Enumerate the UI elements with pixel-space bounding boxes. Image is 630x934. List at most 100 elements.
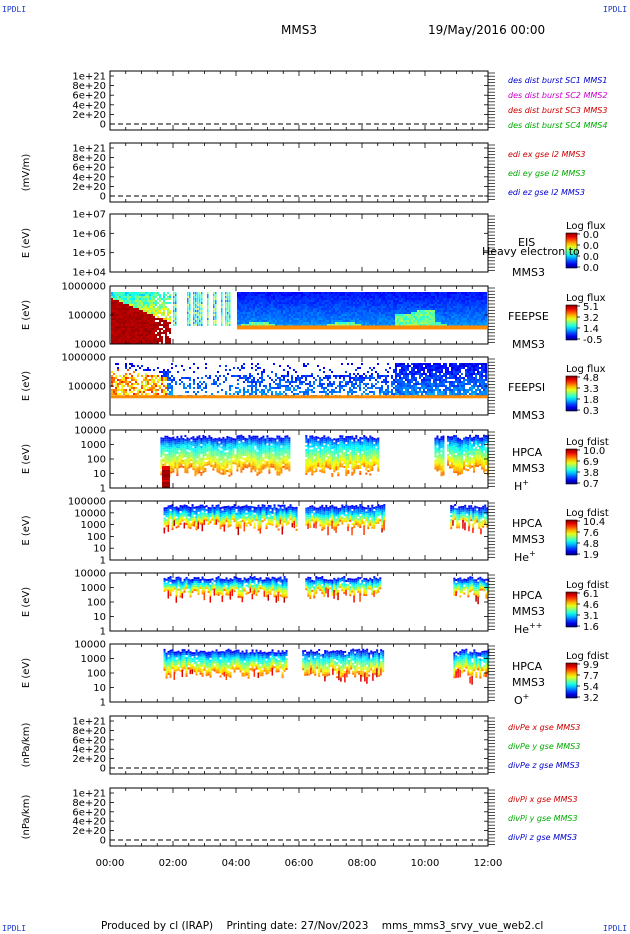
- spectrogram-cell: [227, 320, 229, 322]
- spectrogram-cell: [261, 318, 263, 320]
- spectrogram-cell: [155, 338, 157, 340]
- spectrogram-cell: [343, 324, 345, 326]
- spectrogram-cell: [257, 312, 259, 314]
- spectrogram-cell: [409, 393, 411, 395]
- spectrogram-cell: [443, 306, 445, 308]
- spectrogram-cell: [415, 316, 417, 318]
- spectrogram-cell: [131, 308, 133, 310]
- spectrogram-cell: [173, 308, 175, 310]
- spectrogram-cell: [127, 338, 129, 340]
- spectrogram-cell: [271, 304, 273, 306]
- spectrogram-cell: [319, 381, 321, 383]
- spectrogram-cell: [463, 325, 465, 330]
- spectrogram-cell: [141, 304, 143, 306]
- spectrogram-cell: [197, 308, 199, 310]
- spectrogram-cell: [253, 300, 255, 302]
- spectrogram-cell: [447, 314, 449, 316]
- spectrogram-cell: [469, 298, 471, 300]
- spectrogram-cell: [153, 342, 155, 344]
- spectrogram-cell: [423, 322, 425, 324]
- spectrogram-cell: [239, 389, 241, 391]
- spectrogram-cell: [455, 304, 457, 306]
- spectrogram-cell: [193, 391, 195, 393]
- spectrogram-cell: [401, 383, 403, 385]
- spectrogram-cell: [413, 316, 415, 318]
- spectrogram-cell: [247, 395, 249, 399]
- spectrogram-cell: [213, 379, 215, 381]
- spectrogram-cell: [237, 306, 239, 308]
- spectrogram-cell: [119, 294, 121, 296]
- spectrogram-cell: [149, 322, 151, 324]
- spectrogram-cell: [269, 395, 271, 399]
- spectrogram-cell: [397, 391, 399, 393]
- spectrogram-cell: [285, 381, 287, 383]
- spectrogram-cell: [379, 395, 381, 399]
- spectrogram-cell: [261, 371, 263, 373]
- spectrogram-cell: [125, 336, 127, 338]
- spectrogram-cell: [153, 312, 155, 314]
- spectrogram-cell: [191, 395, 193, 399]
- spectrogram-cell: [307, 308, 309, 310]
- spectrogram-cell: [151, 322, 153, 324]
- spectrogram-cell: [135, 338, 137, 340]
- spectrogram-cell: [433, 314, 435, 316]
- spectrogram-cell: [371, 387, 373, 389]
- spectrogram-cell: [363, 298, 365, 300]
- spectrogram-cell: [291, 308, 293, 310]
- spectrogram-cell: [123, 324, 125, 326]
- spectrogram-cell: [347, 302, 349, 304]
- y-tick-label: 8e+20: [72, 81, 106, 92]
- spectrogram-cell: [213, 304, 215, 306]
- spectrogram-cell: [115, 340, 117, 342]
- spectrogram-cell: [121, 389, 123, 391]
- spectrogram-cell: [433, 316, 435, 318]
- spectrogram-cell: [137, 389, 139, 391]
- spectrogram-cell: [343, 377, 345, 379]
- spectrogram-cell: [291, 298, 293, 300]
- spectrogram-cell: [241, 304, 243, 306]
- spectrogram-cell: [253, 316, 255, 318]
- spectrogram-cell: [193, 320, 195, 322]
- spectrogram-cell: [405, 391, 407, 393]
- spectrogram-cell: [305, 365, 307, 367]
- spectrogram-cell: [409, 371, 411, 373]
- spectrogram-cell: [155, 312, 157, 314]
- spectrogram-cell: [387, 298, 389, 300]
- spectrogram-cell: [377, 292, 379, 294]
- spectrogram-cell: [419, 300, 421, 302]
- spectrogram-cell: [367, 395, 369, 399]
- spectrogram-cell: [149, 306, 151, 308]
- spectrogram-cell: [383, 381, 385, 383]
- spectrogram-cell: [139, 304, 141, 306]
- spectrogram-cell: [123, 302, 125, 304]
- spectrogram-cell: [279, 316, 281, 318]
- spectrogram-cell: [441, 316, 443, 318]
- spectrogram-cell: [129, 336, 131, 338]
- spectrogram-cell: [359, 292, 361, 294]
- spectrogram-cell: [135, 302, 137, 304]
- spectrogram-cell: [141, 320, 143, 322]
- spectrogram-cell: [387, 306, 389, 308]
- spectrogram-cell: [401, 314, 403, 316]
- spectrogram-cell: [357, 379, 359, 381]
- spectrogram-cell: [371, 306, 373, 308]
- spectrogram-cell: [469, 325, 471, 330]
- spectrogram-cell: [135, 304, 137, 306]
- spectrogram-cell: [277, 395, 279, 399]
- spectrogram-cell: [303, 316, 305, 318]
- spectrogram-cell: [323, 325, 325, 330]
- spectrogram-cell: [161, 342, 163, 344]
- spectrogram-cell: [249, 292, 251, 294]
- spectrogram-cell: [381, 298, 383, 300]
- spectrogram-cell: [439, 322, 441, 324]
- spectrogram-cell: [429, 300, 431, 302]
- spectrogram-cell: [331, 302, 333, 304]
- spectrogram-cell: [357, 302, 359, 304]
- spectrogram-cell: [275, 308, 277, 310]
- spectrogram-cell: [353, 308, 355, 310]
- spectrogram-cell: [295, 306, 297, 308]
- spectrogram-cell: [277, 314, 279, 316]
- spectrogram-cell: [433, 292, 435, 294]
- legend-entry: des dist burst SC4 MMS4: [508, 121, 607, 130]
- spectrogram-cell: [121, 391, 123, 393]
